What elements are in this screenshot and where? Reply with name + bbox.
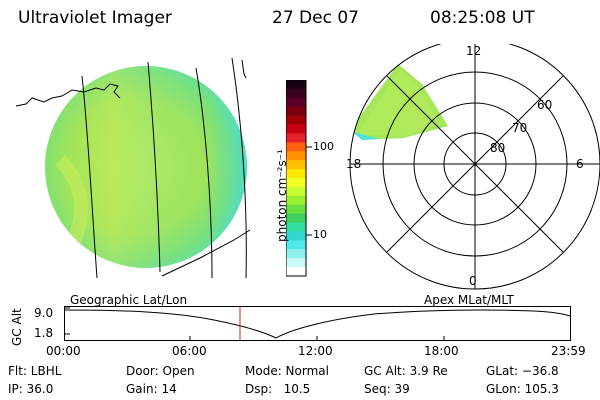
lat-label-80: 80	[490, 141, 506, 155]
colorbar-cell	[286, 169, 306, 179]
meridian-lines	[81, 57, 247, 279]
colorbar-cell	[286, 186, 306, 197]
mlt-label-12: 12	[466, 44, 482, 58]
latitude-line	[161, 229, 251, 277]
colorbar-cell	[286, 151, 306, 161]
colorbar-cell	[286, 222, 306, 232]
instrument-title: Ultraviolet Imager	[18, 8, 172, 28]
colorbar-cell	[286, 133, 306, 143]
status-dsp: Dsp: 10.5	[245, 382, 311, 396]
apex-caption: Apex MLat/MLT	[424, 293, 514, 307]
lat-label-60: 60	[537, 98, 553, 112]
status-seq: Seq: 39	[364, 382, 410, 396]
colorbar-cell	[286, 106, 306, 117]
colorbar-tick-10: 10	[313, 228, 327, 241]
colorbar-cell	[286, 88, 306, 99]
colorbar-cell	[286, 204, 306, 215]
status-ip: IP: 36.0	[8, 382, 54, 396]
geographic-image	[15, 57, 251, 279]
colorbar-cell	[286, 80, 306, 90]
colorbar-cell	[286, 258, 306, 268]
colorbar-cell	[286, 97, 306, 108]
time-tick-1200: 12:00	[298, 344, 333, 358]
date-label: 27 Dec 07	[272, 8, 359, 28]
colorbar-unit-label: photon cm⁻²s⁻¹	[275, 149, 289, 242]
colorbar-cell	[286, 178, 306, 188]
coastline	[15, 83, 121, 107]
geographic-caption: Geographic Lat/Lon	[70, 293, 188, 307]
status-mode: Mode: Normal	[245, 364, 329, 378]
colorbar-tick-100: 100	[313, 140, 334, 153]
altitude-plot	[64, 306, 571, 341]
mlt-label-6: 6	[576, 157, 584, 171]
mlt-label-18: 18	[346, 157, 362, 171]
status-glon: GLon: 105.3	[486, 382, 559, 396]
colorbar-cell	[286, 115, 306, 126]
colorbar-cell	[286, 160, 306, 170]
colorbar-cell	[286, 195, 306, 206]
status-gc-alt: GC Alt: 3.9 Re	[364, 364, 448, 378]
status-door: Door: Open	[126, 364, 195, 378]
alt-tick-9: 9.0	[34, 306, 54, 320]
time-tick-0000: 00:00	[46, 344, 81, 358]
alt-tick-1-8: 1.8	[34, 326, 54, 340]
colorbar-cell	[286, 142, 306, 152]
colorbar-cell	[286, 231, 306, 241]
time-tick-2359: 23:59	[551, 344, 586, 358]
colorbar-cell	[286, 213, 306, 224]
time-label: 08:25:08 UT	[430, 8, 535, 28]
alt-axis-label: GC Alt	[10, 308, 24, 346]
colorbar-ticks	[286, 80, 312, 277]
status-flt: Flt: LBHL	[8, 364, 62, 378]
time-tick-1800: 18:00	[424, 344, 459, 358]
status-gain: Gain: 14	[126, 382, 177, 396]
mlt-label-0: 0	[469, 274, 477, 288]
altitude-curve	[64, 309, 571, 339]
aurora-wedge	[350, 64, 448, 140]
polar-plot	[349, 44, 600, 290]
status-glat: GLat: −36.8	[486, 364, 559, 378]
time-tick-0600: 06:00	[172, 344, 207, 358]
colorbar-cell	[286, 249, 306, 259]
lat-label-70: 70	[512, 121, 528, 135]
colorbar-cell	[286, 240, 306, 250]
colorbar-cell	[286, 267, 306, 277]
colorbar-cell	[286, 124, 306, 134]
